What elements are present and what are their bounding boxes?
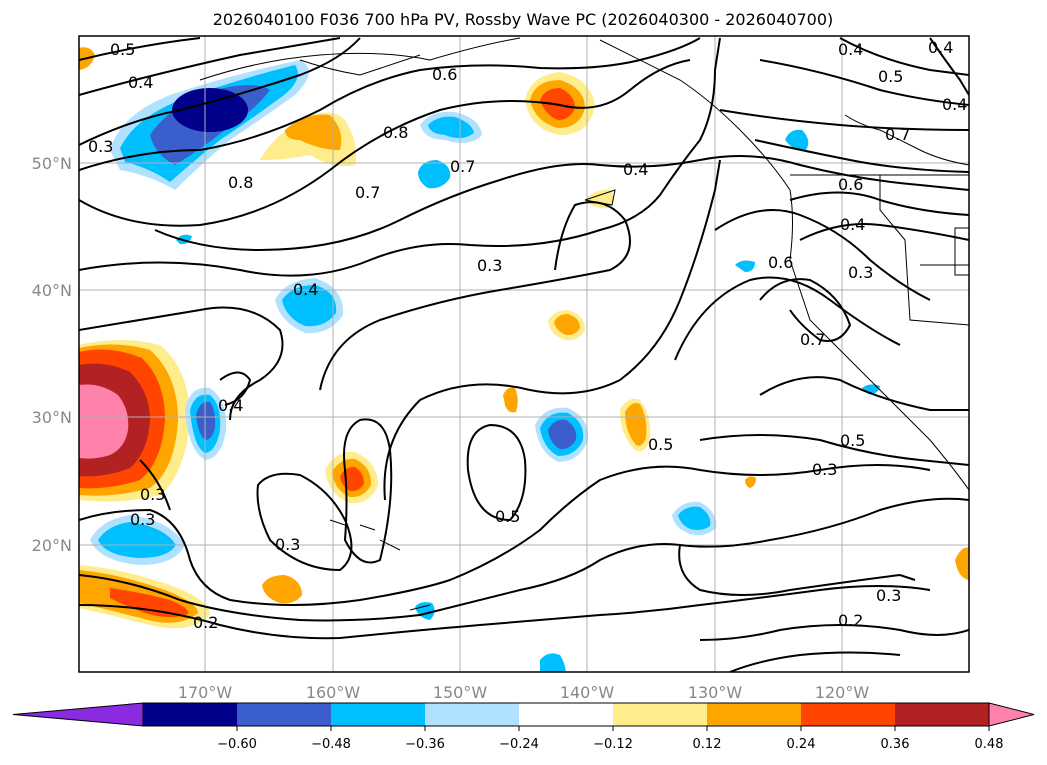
contour-label: 0.7 [885, 125, 910, 144]
colorbar-bin [613, 703, 708, 726]
lat-axis: 50°N 40°N 30°N 20°N [32, 154, 72, 555]
colorbar-frame [142, 702, 990, 727]
contour-label: 0.7 [800, 330, 825, 349]
contour-label: 0.4 [293, 280, 318, 299]
colorbar-bin [143, 703, 238, 726]
colorbar-extend-low [12, 702, 144, 727]
map-title: 2026040100 F036 700 hPa PV, Rossby Wave … [213, 10, 834, 29]
lat-tick-label: 50°N [32, 154, 72, 173]
contour-label: 0.8 [228, 173, 253, 192]
colorbar [12, 702, 1035, 727]
lon-tick-label: 130°W [688, 683, 743, 702]
contour-label: 0.5 [495, 507, 520, 526]
contour-label: 0.4 [838, 40, 863, 59]
contour-label: 0.6 [768, 253, 793, 272]
lat-tick-label: 40°N [32, 281, 72, 300]
graticule [79, 36, 969, 672]
contour-label: 0.4 [840, 215, 865, 234]
contour-label: 0.6 [838, 175, 863, 194]
contour-label: 0.5 [648, 435, 673, 454]
colorbar-bin [237, 703, 332, 726]
contour-label: 0.4 [623, 160, 648, 179]
lat-tick-label: 30°N [32, 408, 72, 427]
colorbar-bin [331, 703, 426, 726]
lon-tick-label: 160°W [306, 683, 361, 702]
colorbar-tick-label: −0.36 [405, 737, 445, 752]
contour-label: 0.2 [838, 611, 863, 630]
contour-label: 0.4 [942, 95, 967, 114]
contour-label: 0.7 [355, 183, 380, 202]
map-frame [78, 35, 970, 673]
contour-label: 0.3 [88, 137, 113, 156]
contour-label: 0.8 [383, 123, 408, 142]
contour-label: 0.3 [812, 460, 837, 479]
lon-tick-label: 170°W [178, 683, 233, 702]
colorbar-ticks: −0.60 −0.48 −0.36 −0.24 −0.12 0.12 0.24 0.36 0.4… [217, 726, 1004, 752]
contour-label-layer: 0.5 0.4 0.3 0.6 0.8 0.7 0.8 0.7 0.4 0.3 … [88, 38, 967, 632]
contour-label: 0.5 [840, 431, 865, 450]
contour-label: 0.6 [432, 65, 457, 84]
contour-label: 0.4 [128, 73, 153, 92]
colorbar-tick-label: −0.12 [593, 737, 633, 752]
colorbar-tick-label: 0.24 [787, 737, 816, 752]
pv-contours [79, 37, 969, 672]
colorbar-bin [425, 703, 520, 726]
colorbar-extend-high [988, 702, 1035, 727]
contour-label: 0.3 [275, 535, 300, 554]
contour-label: 0.4 [928, 38, 953, 57]
shading-layer [79, 47, 969, 672]
lon-tick-label: 140°W [560, 683, 615, 702]
contour-label: 0.4 [218, 396, 243, 415]
colorbar-tick-label: 0.12 [693, 737, 722, 752]
contour-label: 0.3 [848, 263, 873, 282]
contour-label: 0.3 [876, 586, 901, 605]
colorbar-tick-label: 0.48 [975, 737, 1004, 752]
map-area: 0.5 0.4 0.3 0.6 0.8 0.7 0.8 0.7 0.4 0.3 … [79, 36, 969, 672]
lon-tick-label: 120°W [815, 683, 870, 702]
lat-tick-label: 20°N [32, 536, 72, 555]
contour-label: 0.7 [450, 157, 475, 176]
coastlines [199, 37, 969, 611]
lon-axis: 170°W 160°W 150°W 140°W 130°W 120°W [178, 683, 870, 702]
colorbar-tick-label: 0.36 [881, 737, 910, 752]
lon-tick-label: 150°W [433, 683, 488, 702]
contour-label: 0.3 [140, 485, 165, 504]
colorbar-bin [519, 703, 614, 726]
colorbar-tick-label: −0.60 [217, 737, 257, 752]
contour-label: 0.3 [130, 510, 155, 529]
colorbar-bin [895, 703, 990, 726]
colorbar-tick-label: −0.24 [499, 737, 539, 752]
contour-label: 0.5 [878, 67, 903, 86]
colorbar-bin [801, 703, 896, 726]
colorbar-bin [707, 703, 802, 726]
colorbar-tick-label: −0.48 [311, 737, 351, 752]
contour-label: 0.2 [193, 613, 218, 632]
contour-label: 0.3 [477, 256, 502, 275]
contour-label: 0.5 [110, 40, 135, 59]
